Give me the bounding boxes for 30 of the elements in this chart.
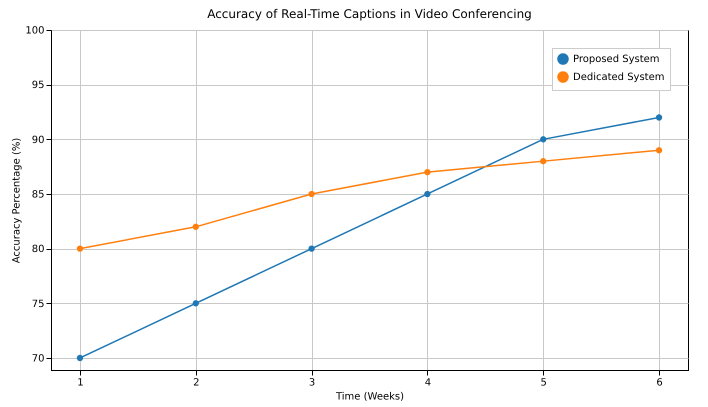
y-tick-label: 80 xyxy=(32,244,44,256)
point xyxy=(656,147,662,154)
point xyxy=(308,245,315,252)
y-tick-label: 70 xyxy=(32,353,44,364)
y-tick-label: 90 xyxy=(32,134,44,146)
y-tick-label: 75 xyxy=(32,298,44,310)
x-tick-label: 3 xyxy=(308,378,316,388)
point xyxy=(308,190,315,198)
x-tick-label: 4 xyxy=(424,378,432,388)
point xyxy=(424,190,431,198)
y-tick-label: 85 xyxy=(32,189,44,200)
x-tick-label: 2 xyxy=(193,378,200,388)
point xyxy=(76,245,84,252)
point xyxy=(76,354,84,362)
point xyxy=(192,300,199,306)
legend-label: Proposed System xyxy=(573,54,660,65)
point xyxy=(540,136,546,142)
y-tick-label: 100 xyxy=(25,26,44,36)
y-axis-title: Accuracy Percentage (%) xyxy=(11,138,22,264)
chart-title: Accuracy of Real-Time Captions in Video Conferencing xyxy=(207,7,532,21)
y-tick-label: 95 xyxy=(32,80,44,92)
x-tick-label: 6 xyxy=(656,378,663,388)
point xyxy=(540,158,546,164)
legend-label: Dedicated System xyxy=(573,72,664,83)
point xyxy=(656,114,662,121)
point xyxy=(192,224,199,230)
point xyxy=(424,168,431,176)
x-axis-title: Time (Weeks) xyxy=(334,392,404,402)
x-tick-label: 5 xyxy=(540,378,547,388)
x-tick-label: 1 xyxy=(77,378,84,388)
